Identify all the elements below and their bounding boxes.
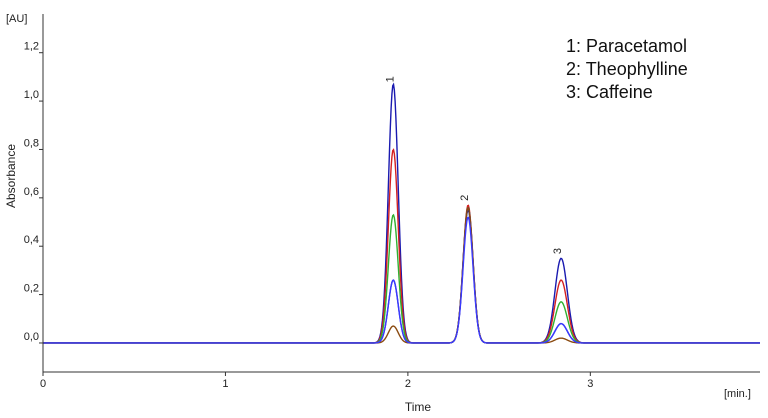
x-axis-title: Time — [405, 400, 432, 414]
y-unit-label: [AU] — [6, 13, 27, 25]
y-tick-label: 1,0 — [24, 89, 39, 101]
peak-label-2: 2 — [459, 195, 471, 201]
peak-labels: 1 2 3 — [384, 76, 564, 254]
y-tick-label: 0,8 — [24, 137, 39, 149]
y-axis-title: Absorbance — [4, 144, 18, 208]
y-tick-label: 1,2 — [24, 41, 39, 53]
x-tick-label: 3 — [587, 378, 593, 390]
series-layer — [43, 82, 760, 344]
x-tick-label: 0 — [40, 378, 46, 390]
legend-item-caffeine: 3: Caffeine — [566, 82, 653, 102]
legend-item-theophylline: 2: Theophylline — [566, 59, 688, 79]
peak-label-3: 3 — [552, 248, 564, 254]
y-tick-label: 0,2 — [24, 283, 39, 295]
x-tick-label: 1 — [222, 378, 228, 390]
legend-item-paracetamol: 1: Paracetamol — [566, 36, 687, 56]
legend: 1: Paracetamol 2: Theophylline 3: Caffei… — [566, 36, 688, 102]
series-line-6 — [43, 216, 760, 344]
axes-layer: 0,0 0,2 0,4 0,6 0,8 1,0 1,2 0 1 2 3 — [24, 14, 760, 390]
x-unit-label: [min.] — [724, 388, 751, 400]
x-tick-label: 2 — [405, 378, 411, 390]
y-tick-label: 0,0 — [24, 331, 39, 343]
peak-label-1: 1 — [384, 76, 396, 82]
y-tick-label: 0,4 — [24, 234, 39, 246]
y-tick-label: 0,6 — [24, 186, 39, 198]
